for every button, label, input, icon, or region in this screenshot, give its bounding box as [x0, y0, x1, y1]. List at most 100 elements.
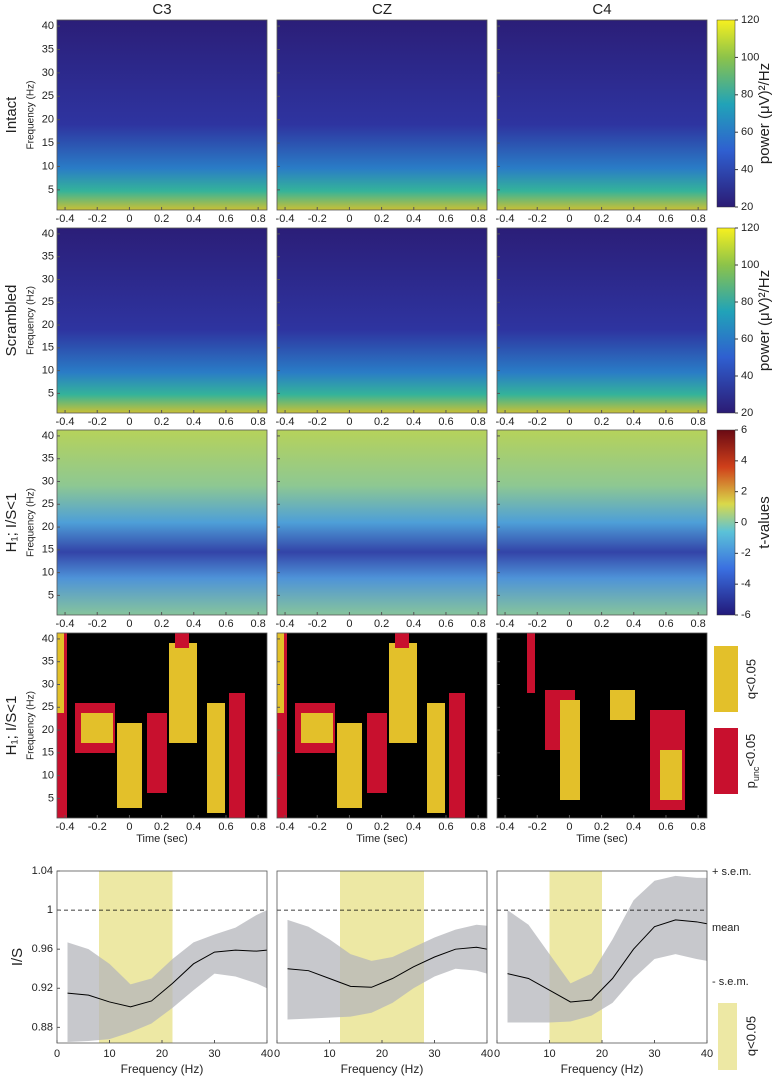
y-tick-label: 15: [42, 544, 54, 556]
y-axis-label: Frequency (Hz): [26, 691, 37, 760]
x-tick-label: -0.4: [56, 618, 75, 630]
x-tick-label: -0.4: [56, 213, 75, 225]
x-tick-label: -0.4: [56, 821, 75, 833]
sem-band: [287, 919, 487, 1020]
x-tick-label: -0.4: [496, 416, 515, 428]
series-annotation: + s.e.m.: [712, 866, 751, 878]
colorbar-label: t-values: [756, 496, 773, 549]
x-tick-label: -0.2: [308, 618, 327, 630]
colorbar-tick-label: -2: [741, 547, 751, 559]
y-tick-label: 20: [42, 521, 54, 533]
legend-text: unc: [751, 766, 761, 781]
x-tick-label: 0.4: [626, 821, 641, 833]
x-tick-label: 0: [126, 213, 132, 225]
x-tick-label: 0.4: [186, 416, 201, 428]
x-tick-label: 0.8: [691, 618, 706, 630]
x-tick-label: 0.2: [154, 618, 169, 630]
x-tick-label: 30: [648, 1048, 660, 1060]
x-tick-label: -0.4: [276, 618, 295, 630]
y-tick-label: 25: [42, 498, 54, 510]
x-tick-label: 0.2: [594, 618, 609, 630]
y-tick-label: 0.88: [32, 1021, 53, 1033]
y-tick-label: 1: [47, 904, 53, 916]
y-axis-label: Frequency (Hz): [26, 488, 37, 557]
x-tick-label: 40: [261, 1048, 273, 1060]
x-tick-label: 0.2: [594, 416, 609, 428]
y-tick-label: 15: [42, 342, 54, 354]
mean-line: [507, 919, 708, 1003]
x-tick-label: 0.8: [251, 618, 266, 630]
x-tick-label: 0.6: [658, 821, 673, 833]
x-tick-label: 0: [566, 213, 572, 225]
x-tick-label: 0.2: [154, 213, 169, 225]
x-tick-label: 0.6: [658, 618, 673, 630]
colorbar-tick-label: 0: [741, 516, 747, 528]
legend-text: p: [743, 781, 758, 788]
x-tick-label: 0: [566, 416, 572, 428]
x-tick-label: 0.6: [218, 821, 233, 833]
x-tick-label: 0: [346, 213, 352, 225]
x-tick-label: 30: [208, 1048, 220, 1060]
x-tick-label: 0: [126, 416, 132, 428]
x-tick-label: -0.2: [88, 821, 107, 833]
x-tick-label: 0: [346, 821, 352, 833]
x-tick-label: 0.4: [186, 213, 201, 225]
x-tick-label: -0.4: [276, 213, 295, 225]
colorbar-tick-label: 6: [741, 424, 747, 436]
x-tick-label: 0.2: [374, 416, 389, 428]
colorbar-tick-label: 80: [741, 296, 753, 308]
x-tick-label: 20: [376, 1048, 388, 1060]
y-tick-label: 5: [48, 589, 54, 601]
shade-legend-label: q<0.05: [743, 1016, 758, 1056]
y-tick-label: 30: [42, 273, 54, 285]
colorbar-tick-label: 60: [741, 126, 753, 138]
x-tick-label: -0.2: [528, 618, 547, 630]
x-tick-label: 0.8: [691, 821, 706, 833]
row-label: H₁; I/S<1: [3, 696, 20, 756]
x-tick-label: 10: [543, 1048, 555, 1060]
x-tick-label: 40: [701, 1048, 713, 1060]
x-tick-label: -0.2: [88, 213, 107, 225]
y-tick-label: 40: [42, 20, 54, 32]
colorbar-tick-label: 20: [741, 201, 753, 213]
x-tick-label: 0.6: [658, 416, 673, 428]
x-tick-label: 0: [346, 618, 352, 630]
y-tick-label: 35: [42, 43, 54, 55]
y-axis-label: Frequency (Hz): [26, 81, 37, 150]
colorbar-tick-label: -4: [741, 578, 751, 590]
x-tick-label: 30: [428, 1048, 440, 1060]
x-tick-label: 0.8: [691, 213, 706, 225]
x-tick-label: 0.4: [406, 213, 421, 225]
y-tick-label: 5: [48, 387, 54, 399]
y-tick-label: 15: [42, 137, 54, 149]
x-tick-label: -0.2: [88, 416, 107, 428]
colorbar-tick-label: 120: [741, 222, 759, 234]
x-tick-label: 0.2: [374, 821, 389, 833]
x-tick-label: 0.4: [406, 618, 421, 630]
y-axis-label: I/S: [9, 948, 26, 966]
x-tick-label: 0: [126, 618, 132, 630]
x-tick-label: 0.6: [218, 618, 233, 630]
colorbar-label: power (μV)²/Hz: [756, 63, 773, 164]
colorbar-tick-label: 2: [741, 486, 747, 498]
x-tick-label: 10: [323, 1048, 335, 1060]
x-tick-label: -0.2: [308, 213, 327, 225]
x-tick-label: 0.8: [471, 213, 486, 225]
colorbar-tick-label: 60: [741, 333, 753, 345]
x-tick-label: 0.6: [438, 416, 453, 428]
x-tick-label: -0.2: [308, 416, 327, 428]
y-tick-label: 30: [42, 475, 54, 487]
x-tick-label: 0.4: [186, 618, 201, 630]
x-tick-label: 0.8: [251, 416, 266, 428]
series-annotation: - s.e.m.: [712, 976, 749, 988]
x-axis-label: Time (sec): [356, 833, 408, 845]
shade-legend: [718, 1003, 737, 1070]
x-tick-label: 0.4: [626, 416, 641, 428]
colorbar-tick-label: 20: [741, 407, 753, 419]
y-tick-label: 35: [42, 251, 54, 263]
x-tick-label: -0.4: [276, 416, 295, 428]
sem-band: [67, 910, 267, 1043]
x-tick-label: -0.4: [56, 416, 75, 428]
x-axis-label: Frequency (Hz): [121, 1062, 204, 1076]
